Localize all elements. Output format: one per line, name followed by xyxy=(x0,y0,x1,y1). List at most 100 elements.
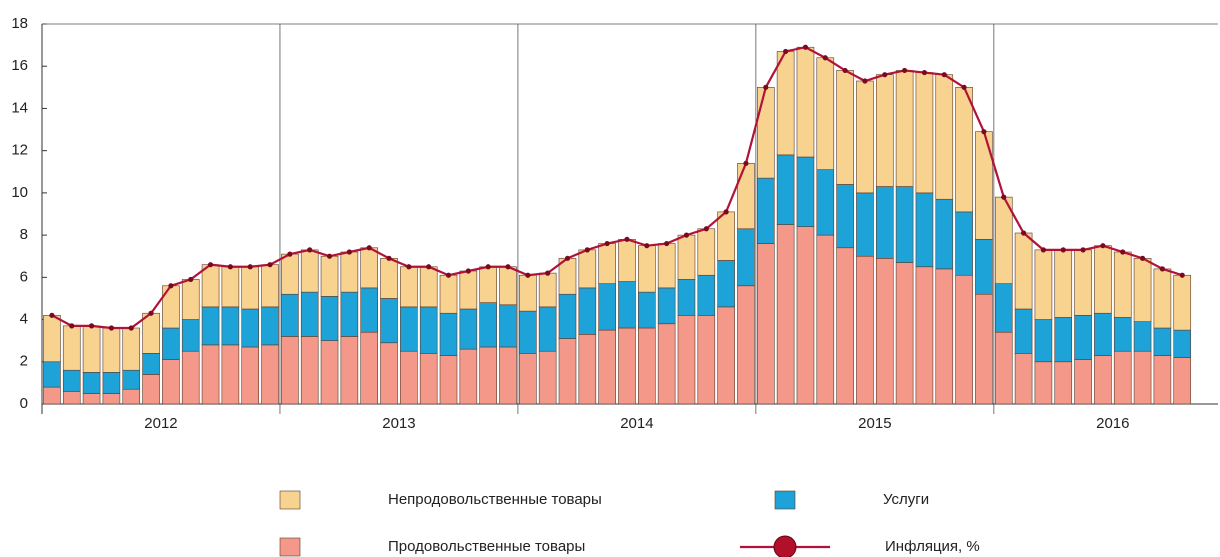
legend-label: Продовольственные товары xyxy=(388,538,585,555)
x-tick-label: 2016 xyxy=(1096,415,1129,432)
line-marker xyxy=(485,264,491,270)
bar-segment xyxy=(697,228,716,276)
line-marker xyxy=(1159,266,1165,272)
bar-segment xyxy=(122,388,141,405)
y-tick-label: 2 xyxy=(20,353,28,370)
line-marker xyxy=(862,78,868,84)
bar-segment xyxy=(360,287,378,333)
bar-segment xyxy=(1173,274,1192,331)
bar-segment xyxy=(1094,355,1112,405)
bar-segment xyxy=(459,270,478,310)
bar-segment xyxy=(142,374,160,405)
line-marker xyxy=(505,264,511,270)
line-marker xyxy=(763,84,769,90)
bar-segment xyxy=(975,293,993,405)
bar-segment xyxy=(221,306,240,346)
bar-segment xyxy=(756,243,775,405)
bar-segment xyxy=(657,287,676,325)
bar-segment xyxy=(796,46,815,158)
line-marker xyxy=(961,84,967,90)
legend-label: Непродовольственные товары xyxy=(388,491,602,508)
bar-segment xyxy=(82,325,101,373)
bar-segment xyxy=(62,369,81,392)
bar-segment xyxy=(1014,308,1033,354)
bar-segment xyxy=(856,80,874,194)
bar-segment xyxy=(1173,329,1192,358)
bar-segment xyxy=(1153,268,1172,329)
x-tick-label: 2012 xyxy=(144,415,177,432)
bar-segment xyxy=(538,272,557,308)
line-marker xyxy=(465,268,471,274)
line-marker xyxy=(664,240,670,247)
bar-segment xyxy=(1153,355,1172,405)
line-marker xyxy=(445,272,452,278)
line-marker xyxy=(882,72,888,78)
bar-segment xyxy=(400,350,418,405)
line-marker xyxy=(1120,249,1126,255)
legend-swatch xyxy=(774,490,796,510)
bar-segment xyxy=(181,350,200,405)
bar-segment xyxy=(320,296,339,341)
bar-segment xyxy=(638,245,656,293)
bar-segment xyxy=(994,331,1013,405)
y-tick-label: 4 xyxy=(20,311,28,328)
bar-segment xyxy=(82,372,101,394)
legend-marker xyxy=(773,535,797,557)
bar-segment xyxy=(538,350,557,405)
bar-segment xyxy=(915,266,934,405)
bar-segment xyxy=(558,338,577,405)
line-marker xyxy=(1020,230,1027,236)
bar-segment xyxy=(578,287,597,335)
bar-segment xyxy=(1014,232,1033,310)
line-marker xyxy=(386,255,392,261)
line-marker xyxy=(703,226,709,232)
bar-segment xyxy=(816,57,835,170)
bar-segment xyxy=(836,247,854,405)
bar-segment xyxy=(499,304,517,348)
bar-segment xyxy=(638,291,656,329)
bar-segment xyxy=(479,266,497,303)
y-tick-label: 8 xyxy=(20,226,28,243)
bar-segment xyxy=(558,293,577,339)
line-marker xyxy=(1080,247,1086,253)
line-marker xyxy=(783,48,789,55)
bar-segment xyxy=(162,285,180,329)
bar-segment xyxy=(102,372,121,394)
x-tick-label: 2013 xyxy=(382,415,415,432)
line-marker xyxy=(69,323,75,329)
bar-segment xyxy=(400,306,418,352)
bar-segment xyxy=(657,323,676,405)
bar-segment xyxy=(677,315,696,405)
bar-segment xyxy=(1014,353,1033,405)
line-marker xyxy=(1179,272,1185,278)
line-marker xyxy=(1040,247,1047,253)
bar-segment xyxy=(1054,317,1073,363)
bar-segment xyxy=(935,198,954,270)
bar-segment xyxy=(261,306,279,346)
bar-segment xyxy=(43,315,61,363)
bar-segment xyxy=(756,177,775,244)
bar-segment xyxy=(201,306,220,346)
bar-segment xyxy=(955,274,973,405)
bar-segment xyxy=(935,74,954,200)
legend-label: Услуги xyxy=(883,491,929,508)
line-marker xyxy=(564,255,571,261)
line-marker xyxy=(326,253,333,259)
bar-segment xyxy=(340,336,359,405)
bar-segment xyxy=(281,253,299,295)
bar-segment xyxy=(915,72,934,194)
bar-segment xyxy=(776,154,795,225)
y-tick-label: 0 xyxy=(20,395,28,412)
bar-segment xyxy=(677,234,696,280)
bar-segment xyxy=(856,192,874,257)
y-tick-label: 12 xyxy=(11,142,28,159)
bar-segment xyxy=(122,327,141,371)
line-marker xyxy=(227,264,233,270)
bar-segment xyxy=(816,234,835,405)
bar-segment xyxy=(201,344,220,405)
bar-segment xyxy=(1113,350,1132,405)
bar-segment xyxy=(578,334,597,405)
line-marker xyxy=(426,264,432,270)
